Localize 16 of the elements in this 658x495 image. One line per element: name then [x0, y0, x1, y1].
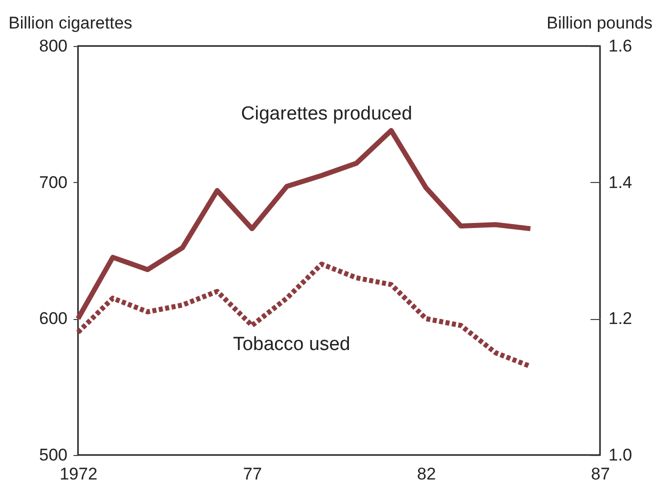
- y2-tick-label: 1.0: [608, 446, 632, 464]
- y-tick-label: 500: [39, 446, 68, 464]
- y-tick-label: 700: [39, 172, 68, 192]
- x-tick-label: 1972: [60, 464, 98, 484]
- series-label: Tobacco used: [232, 334, 350, 356]
- x-tick-label: 77: [243, 464, 262, 484]
- y2-tick-label: 1.6: [608, 36, 632, 56]
- y2-tick-label: 1.2: [608, 309, 632, 328]
- series-label: Cigarettes produced: [241, 104, 412, 125]
- y2-tick-label: 1.4: [608, 172, 632, 192]
- y-tick-label: 800: [39, 36, 68, 56]
- y-tick-label: 600: [39, 309, 68, 328]
- y-axis-title: Billion cigarettes: [8, 14, 132, 32]
- x-tick-label: 87: [591, 464, 610, 484]
- x-tick-label: 82: [417, 464, 436, 484]
- y2-axis-title: Billion pounds: [546, 14, 652, 32]
